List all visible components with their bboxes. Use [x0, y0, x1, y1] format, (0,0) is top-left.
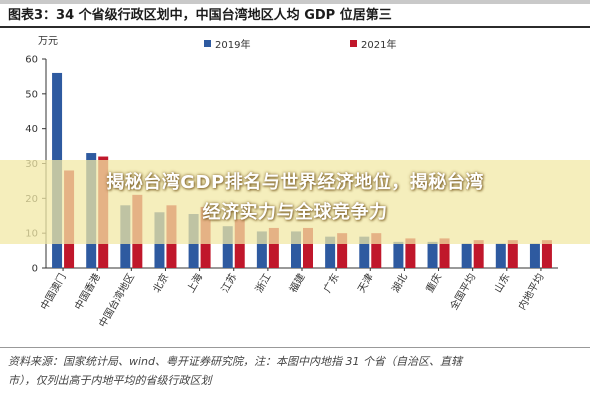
- bar-2021: [303, 227, 313, 268]
- source-note: 资料来源：国家统计局、wind、粤开证券研究院，注：本图中内地指 31 个省（自…: [8, 352, 583, 390]
- bar-2019: [529, 243, 540, 268]
- x-tick-label: 中国澳门: [37, 271, 68, 312]
- bar-2019: [291, 231, 301, 268]
- x-tick-label: 重庆: [423, 271, 444, 295]
- bar-2019: [325, 236, 336, 268]
- bar-2019: [495, 243, 506, 268]
- x-tick-label: 上海: [184, 271, 205, 295]
- overlay-line-1: 揭秘台湾GDP排名与世界经济地位，揭秘台湾: [106, 172, 484, 193]
- x-tick-label: 北京: [150, 271, 171, 295]
- x-tick-label: 中国台湾地区: [96, 271, 137, 329]
- x-tick-label: 福建: [286, 271, 307, 295]
- chart-title: 图表3：34 个省级行政区划中，中国台湾地区人均 GDP 位居第三: [8, 8, 392, 23]
- x-tick-label: 天津: [355, 272, 375, 295]
- source-line-1: 资料来源：国家统计局、wind、粤开证券研究院，注：本图中内地指 31 个省（自…: [8, 355, 462, 368]
- source-divider: [0, 347, 590, 348]
- y-axis-unit: 万元: [38, 36, 58, 47]
- title-divider: [0, 26, 590, 28]
- bar-2021: [337, 233, 348, 268]
- bar-2019: [359, 236, 370, 268]
- x-tick-label: 全国平均: [447, 271, 478, 312]
- bar-2021: [268, 227, 279, 268]
- bar-2019: [427, 241, 438, 268]
- y-tick-label: 40: [25, 124, 38, 135]
- bar-2021: [439, 238, 450, 268]
- legend-label-2021: 2021年: [361, 40, 397, 51]
- source-line-2: 市），仅列出高于内地平均的省级行政区划: [8, 374, 212, 387]
- top-border: [0, 0, 590, 4]
- y-tick-label: 0: [32, 264, 38, 275]
- x-tick-label: 广东: [320, 271, 341, 295]
- x-tick-label: 浙江: [253, 272, 273, 295]
- legend-swatch-2019: [204, 40, 211, 47]
- legend-swatch-2021: [350, 40, 357, 47]
- overlay-line-2: 经济实力与全球竞争力: [202, 202, 388, 223]
- x-tick-label: 内地平均: [515, 271, 546, 312]
- y-tick-label: 60: [25, 55, 38, 66]
- bar-2021: [507, 240, 518, 268]
- bar-2021: [473, 240, 484, 268]
- legend-label-2019: 2019年: [215, 40, 251, 51]
- x-tick-label: 中国香港: [72, 271, 103, 312]
- x-tick-label: 江苏: [218, 271, 239, 295]
- bar-2019: [256, 231, 267, 268]
- legend-item-2019: 2019年: [204, 36, 250, 51]
- bar-2021: [541, 240, 552, 268]
- legend-item-2021: 2021年: [350, 36, 396, 51]
- bar-2021: [371, 233, 382, 268]
- bar-2019: [393, 241, 404, 268]
- overlay-banner-text: 揭秘台湾GDP排名与世界经济地位，揭秘台湾 经济实力与全球竞争力: [10, 168, 580, 228]
- x-tick-label: 山东: [491, 271, 512, 295]
- overlay-banner: [0, 160, 590, 244]
- bar-2019: [222, 226, 233, 268]
- bar-2021: [405, 238, 416, 268]
- x-tick-label: 湖北: [390, 272, 410, 295]
- bar-2019: [461, 243, 472, 268]
- y-tick-label: 50: [25, 89, 38, 100]
